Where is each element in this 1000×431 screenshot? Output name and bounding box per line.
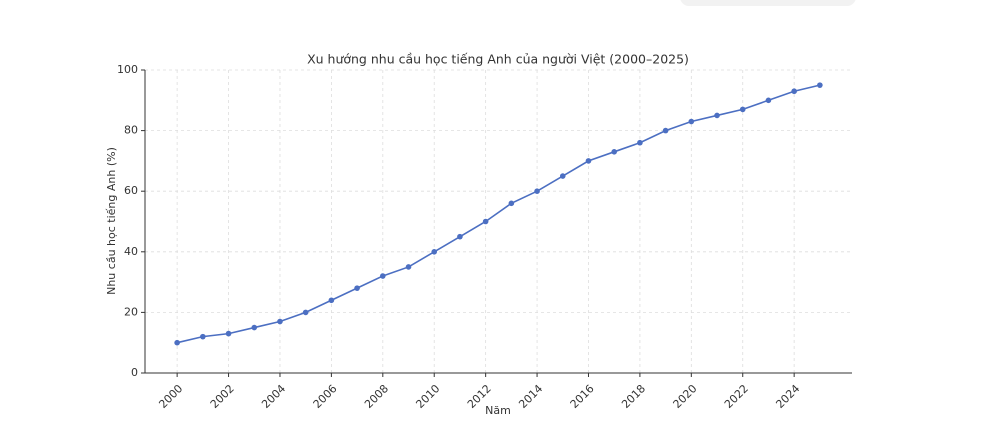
data-point: [174, 339, 180, 346]
x-tick-label: 2004: [259, 382, 288, 411]
y-tick-label: 100: [117, 63, 138, 76]
data-point: [200, 333, 206, 340]
x-tick-label: 2000: [156, 382, 185, 411]
series-line: [176, 84, 821, 344]
data-point: [714, 112, 720, 119]
data-point: [482, 218, 489, 225]
data-point: [251, 324, 258, 331]
y-tick-label: 80: [124, 124, 138, 137]
x-tick-label: 2020: [671, 382, 700, 411]
data-point: [508, 200, 515, 207]
x-tick-label: 2006: [311, 382, 340, 411]
data-point: [765, 97, 772, 104]
data-point: [328, 297, 335, 304]
data-point: [354, 285, 360, 291]
x-tick-label: 2022: [722, 382, 751, 411]
y-tick-label: 40: [124, 245, 138, 258]
data-point: [559, 173, 566, 179]
y-tick-label: 0: [131, 366, 138, 379]
x-tick-label: 2010: [413, 382, 442, 411]
x-axis-label: Năm: [485, 404, 511, 417]
data-point: [662, 127, 669, 134]
data-point: [611, 149, 617, 155]
data-point: [277, 318, 283, 325]
data-point: [380, 273, 386, 279]
data-point: [688, 118, 695, 125]
x-tick-label: 2018: [619, 382, 648, 411]
data-point: [534, 188, 540, 194]
data-point: [637, 139, 643, 146]
data-point: [405, 264, 412, 270]
data-point: [225, 330, 232, 337]
data-point: [457, 233, 463, 240]
top-pill: [680, 0, 856, 6]
y-tick-label: 20: [124, 305, 138, 318]
data-point: [431, 249, 438, 255]
y-tick-label: 60: [124, 184, 138, 197]
y-axis-label: Nhu cầu học tiếng Anh (%): [105, 147, 118, 295]
data-point: [817, 82, 823, 88]
chart-title: Xu hướng nhu cầu học tiếng Anh của người…: [307, 52, 689, 67]
data-point: [739, 106, 746, 113]
data-point: [302, 309, 309, 316]
x-tick-label: 2002: [208, 382, 237, 411]
data-point: [791, 88, 797, 95]
data-point: [585, 158, 592, 164]
x-tick-label: 2008: [362, 382, 391, 411]
x-tick-label: 2016: [568, 382, 597, 411]
x-tick-label: 2024: [773, 382, 802, 411]
x-tick-label: 2014: [516, 382, 545, 411]
